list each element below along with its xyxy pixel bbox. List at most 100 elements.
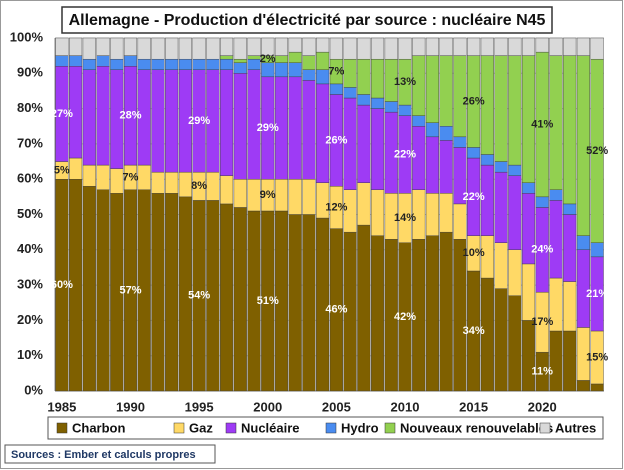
bar-segment: [384, 101, 398, 113]
bar-segment: [233, 207, 247, 392]
legend-swatch: [384, 422, 396, 434]
bar-segment: [370, 108, 385, 190]
bar-segment: [302, 69, 316, 81]
bar-segment: [247, 58, 261, 70]
bar-segment: [69, 37, 83, 56]
bar-segment: [233, 178, 247, 208]
bar-segment: [288, 51, 302, 63]
data-label: 10%: [463, 247, 485, 259]
bar-segment: [576, 380, 590, 392]
bar-segment: [123, 37, 138, 56]
legend-label: Nucléaire: [241, 420, 300, 435]
data-label: 52%: [586, 145, 608, 157]
bar-segment: [137, 164, 151, 190]
bar-segment: [274, 178, 289, 212]
bar-segment: [343, 37, 357, 60]
data-label: 7%: [123, 171, 139, 183]
legend-label: Nouveaux renouvelables: [400, 420, 553, 435]
bar-segment: [425, 122, 440, 138]
bar-segment: [178, 171, 192, 198]
bar-segment: [192, 37, 206, 60]
bar-segment: [590, 242, 604, 258]
data-label: 54%: [188, 290, 210, 302]
x-tick-label: 1985: [47, 399, 76, 414]
y-tick-label: 80%: [17, 100, 43, 115]
bar-segment: [233, 62, 247, 74]
bar-segment: [302, 37, 316, 56]
data-label: 15%: [586, 351, 608, 363]
bar-segment: [521, 182, 536, 194]
bar-segment: [151, 171, 165, 194]
bar-segment: [439, 140, 453, 194]
bar-segment: [439, 55, 453, 127]
bar-segment: [508, 164, 522, 176]
bar-segment: [425, 136, 440, 194]
bar-segment: [370, 58, 385, 99]
bar-segment: [82, 69, 96, 166]
bar-segment: [563, 203, 577, 215]
data-label: 8%: [191, 180, 207, 192]
bar-segment: [494, 55, 508, 162]
bar-segment: [370, 97, 385, 109]
bar-segment: [247, 178, 261, 212]
bar-segment: [563, 281, 577, 332]
bar-segment: [219, 69, 234, 176]
bar-segment: [576, 235, 590, 250]
legend-swatch: [56, 422, 68, 434]
data-label: 22%: [394, 148, 416, 160]
bar-segment: [82, 164, 96, 187]
y-tick-label: 30%: [17, 277, 43, 292]
bar-segment: [439, 193, 453, 233]
y-tick-label: 40%: [17, 241, 43, 256]
bar-segment: [412, 37, 426, 56]
bar-segment: [439, 231, 453, 392]
bar-segment: [329, 83, 343, 95]
y-tick-label: 70%: [17, 135, 43, 150]
data-label: 57%: [119, 284, 141, 296]
bar-segment: [82, 186, 96, 392]
legend-label: Gaz: [189, 420, 213, 435]
bar-segment: [494, 161, 508, 173]
bar-segment: [563, 330, 577, 392]
x-tick-label: 2020: [528, 399, 557, 414]
bar-segment: [274, 62, 289, 78]
bar-segment: [55, 37, 69, 56]
bar-segment: [453, 239, 467, 392]
bar-segment: [343, 58, 357, 88]
bar-segment: [563, 37, 577, 56]
legend-label: Autres: [555, 420, 596, 435]
bar-segment: [480, 154, 494, 166]
data-label: 7%: [328, 65, 344, 77]
bar-segment: [69, 55, 83, 67]
bar-segment: [288, 178, 302, 215]
bar-segment: [247, 55, 261, 60]
bar-segment: [521, 37, 536, 56]
bar-segment: [165, 171, 179, 194]
bar-segment: [302, 214, 316, 392]
legend-swatch: [225, 422, 237, 434]
bar-segment: [219, 37, 234, 56]
data-label: 12%: [325, 201, 347, 213]
x-tick-label: 1995: [185, 399, 214, 414]
bar-segment: [357, 182, 371, 226]
bar-segment: [206, 171, 220, 201]
bar-segment: [151, 69, 165, 173]
bar-segment: [137, 58, 151, 70]
bar-segment: [219, 58, 234, 70]
data-label: 51%: [257, 295, 279, 307]
data-label: 2%: [260, 53, 276, 65]
bar-segment: [137, 37, 151, 60]
legend-box: [47, 416, 604, 440]
bar-segment: [96, 189, 110, 392]
bar-segment: [535, 37, 549, 53]
bar-segment: [288, 62, 302, 78]
bar-segment: [96, 55, 110, 67]
data-label: 34%: [463, 325, 485, 337]
bar-segment: [563, 55, 577, 205]
bar-segment: [370, 189, 385, 236]
bar-segment: [178, 37, 192, 60]
bar-segment: [69, 157, 83, 180]
bar-segment: [165, 37, 179, 60]
bar-segment: [165, 58, 179, 70]
bar-segment: [425, 55, 440, 123]
